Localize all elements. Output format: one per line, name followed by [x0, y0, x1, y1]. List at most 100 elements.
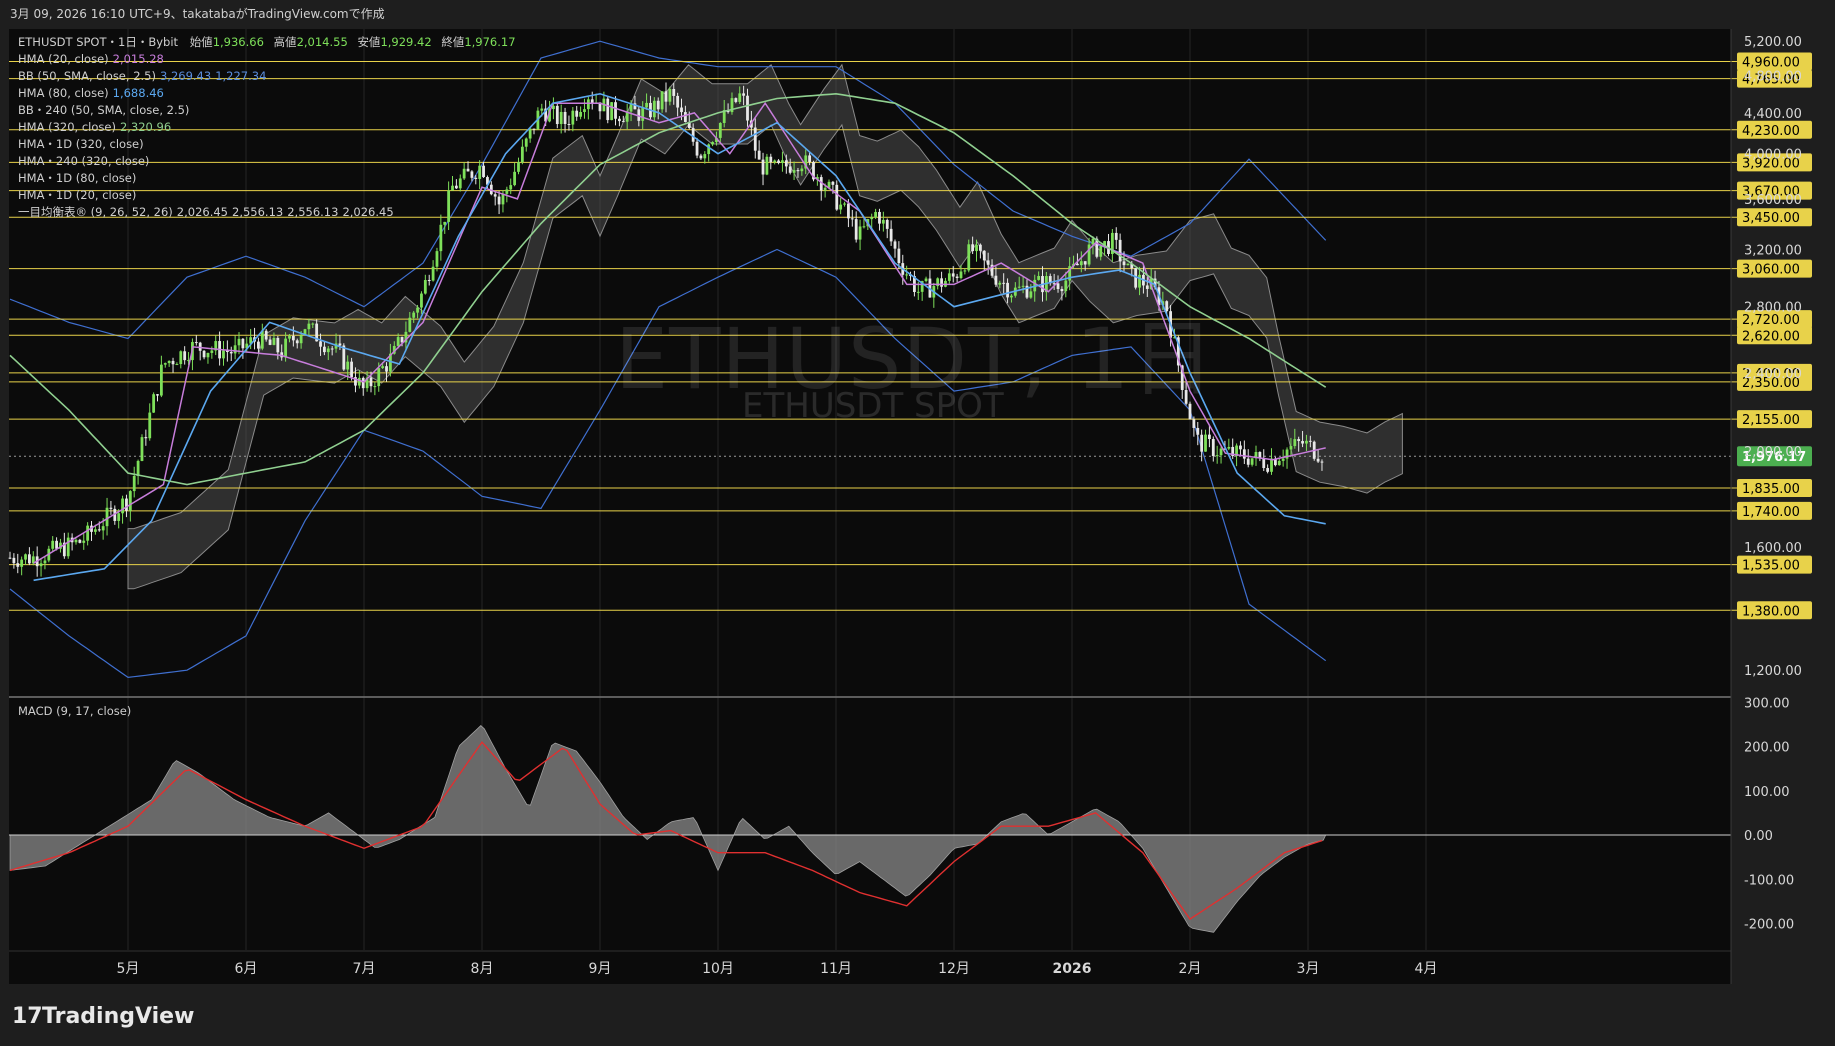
- time-axis-bar: [9, 952, 1731, 984]
- candle-body: [1262, 458, 1266, 469]
- candle-body: [579, 111, 582, 117]
- time-tick-label: 2026: [1053, 961, 1092, 977]
- candle-body: [509, 185, 513, 190]
- indicator-value: 2,320.96: [119, 120, 172, 134]
- macd-signal-line: [9, 741, 1323, 921]
- candle-body: [1231, 446, 1235, 457]
- brand-name: TradingView: [42, 1004, 195, 1029]
- candle-body: [1068, 266, 1072, 281]
- indicator-legend-row[interactable]: HMA・1D (320, close): [18, 136, 516, 153]
- candle-body: [175, 364, 179, 366]
- indicator-legend-row[interactable]: HMA・240 (320, close): [18, 153, 516, 170]
- price-level-label: 3,450.00: [1742, 211, 1800, 226]
- candle-body: [711, 142, 714, 145]
- candle-body: [1145, 285, 1149, 289]
- symbol-label[interactable]: ETHUSDT SPOT・1日・Bybit: [18, 35, 179, 49]
- candle-body: [761, 159, 765, 175]
- price-level-label: 4,765.00: [1742, 73, 1800, 88]
- candle-body: [1079, 261, 1083, 266]
- indicator-legend-row[interactable]: BB・240 (50, SMA, close, 2.5): [18, 102, 516, 119]
- candle-body: [819, 177, 823, 191]
- candle-body: [144, 437, 148, 439]
- candle-body: [715, 137, 718, 143]
- candle-body: [808, 155, 812, 162]
- indicator-legend-row[interactable]: HMA (320, close) 2,320.96: [18, 119, 516, 136]
- indicator-legend-row[interactable]: BB (50, SMA, close, 2.5) 3,269.43 1,227.34: [18, 68, 516, 85]
- chart-timestamp: 3月 09, 2026 16:10 UTC+9、takatabaがTrading…: [10, 7, 385, 21]
- indicator-legend-row[interactable]: HMA・1D (80, close): [18, 170, 516, 187]
- macd-tick-label: 100.00: [1744, 785, 1790, 800]
- candle-body: [385, 366, 388, 372]
- macd-tick-label: 0.00: [1744, 829, 1773, 844]
- hma320-line: [9, 92, 1327, 486]
- candle-body: [1208, 434, 1211, 440]
- candle-body: [1134, 268, 1138, 288]
- candle-body: [847, 203, 850, 219]
- low-label: 安値: [357, 35, 381, 49]
- price-level-label: 3,670.00: [1742, 185, 1800, 200]
- candle-body: [940, 278, 943, 287]
- ohlc-legend[interactable]: ETHUSDT SPOT・1日・Bybit 始値1,936.66 高値2,014…: [18, 34, 516, 51]
- indicator-legend-row[interactable]: HMA (20, close) 2,015.28: [18, 51, 516, 68]
- indicator-legend-row[interactable]: HMA (80, close) 1,688.46: [18, 85, 516, 102]
- candle-body: [874, 211, 877, 218]
- candle-body: [1165, 301, 1169, 312]
- candle-body: [528, 128, 532, 139]
- candle-body: [769, 156, 773, 163]
- price-level-label: 2,620.00: [1742, 329, 1800, 344]
- candle-body: [136, 460, 140, 476]
- candle-body: [1285, 449, 1289, 459]
- candle-body: [916, 291, 920, 293]
- bb-band-line: [9, 248, 1327, 679]
- candle-body: [699, 155, 703, 159]
- candle-body: [552, 105, 555, 110]
- candle-body: [1076, 263, 1079, 266]
- candle-body: [381, 366, 385, 369]
- indicator-label: HMA・1D (20, close): [18, 188, 137, 202]
- candle-body: [567, 123, 571, 125]
- time-tick-label: 3月: [1297, 961, 1320, 977]
- candle-body: [963, 270, 967, 272]
- candle-body: [672, 88, 676, 96]
- candle-body: [1308, 440, 1312, 442]
- macd-legend[interactable]: MACD (9, 17, close): [18, 704, 132, 718]
- candle-body: [427, 280, 431, 282]
- candle-body: [20, 559, 24, 567]
- candle-body: [486, 177, 489, 185]
- indicator-value: 2,556.13: [232, 205, 284, 219]
- candle-body: [691, 128, 695, 142]
- candle-body: [101, 526, 105, 531]
- candle-body: [1188, 403, 1192, 420]
- candle-body: [478, 165, 482, 179]
- price-tick-label: 2,400.00: [1744, 367, 1802, 382]
- candle-body: [1017, 286, 1021, 288]
- open-label: 始値: [189, 35, 213, 49]
- candle-body: [757, 150, 761, 160]
- candle-body: [295, 340, 299, 344]
- close-label: 終値: [441, 35, 465, 49]
- candle-body: [121, 498, 124, 514]
- indicator-legend-row[interactable]: 一目均衡表® (9, 26, 52, 26) 2,026.45 2,556.13 2,…: [18, 204, 516, 221]
- price-level-label: 1,535.00: [1742, 559, 1800, 574]
- candle-body: [416, 307, 419, 313]
- candle-body: [703, 154, 707, 159]
- price-tick-label: 4,000.00: [1744, 148, 1802, 163]
- candle-body: [1320, 461, 1324, 463]
- indicator-legend-row[interactable]: HMA・1D (20, close): [18, 187, 516, 204]
- price-tick-label: 3,200.00: [1744, 243, 1802, 258]
- candle-body: [1192, 419, 1196, 428]
- candle-body: [1211, 439, 1215, 457]
- candle-body: [97, 529, 101, 531]
- candle-body: [408, 317, 412, 332]
- indicator-value: 1,227.34: [215, 69, 267, 83]
- candle-body: [1029, 291, 1033, 298]
- candle-body: [458, 178, 462, 189]
- tradingview-logo[interactable]: 𝟭𝟳TradingView: [12, 1004, 194, 1029]
- time-tick-label: 5月: [117, 961, 140, 977]
- candle-body: [893, 241, 897, 249]
- candle-body: [812, 161, 815, 180]
- price-level-label: 4,960.00: [1742, 55, 1800, 70]
- candle-body: [660, 91, 664, 110]
- candle-body: [470, 171, 474, 178]
